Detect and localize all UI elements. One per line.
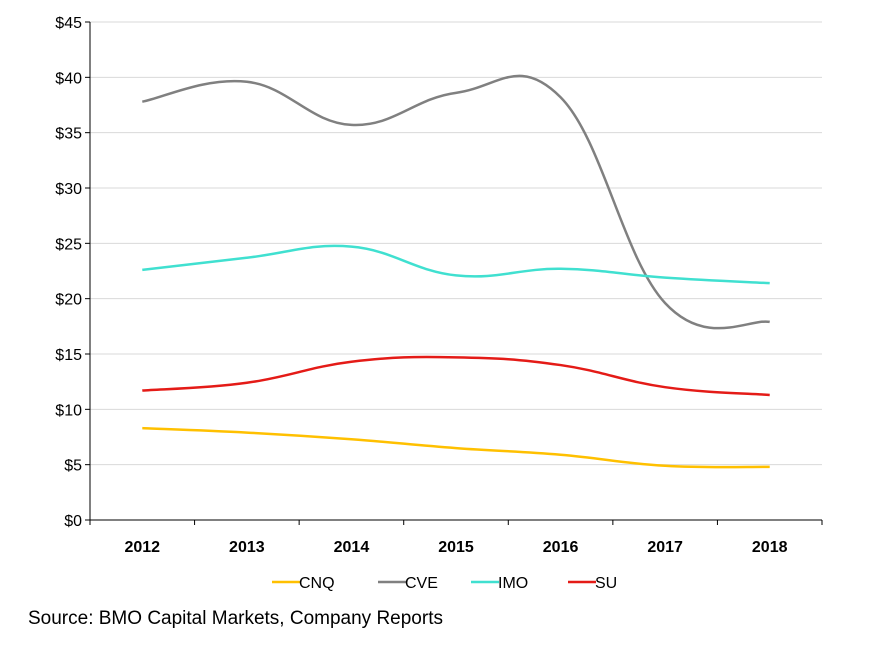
series-line-cve: [142, 74, 770, 330]
series-lines: [142, 74, 770, 469]
y-tick-label: $35: [55, 126, 82, 143]
x-tick-label: 2018: [752, 539, 788, 556]
x-axis-ticks: 2012 2013 2014 2015 2016 2017 2018: [89, 520, 823, 556]
y-tick-label: $20: [55, 292, 82, 309]
source-note: Source: BMO Capital Markets, Company Rep…: [28, 608, 443, 629]
x-tick-label: 2012: [124, 539, 160, 556]
y-tick-label: $10: [55, 402, 82, 419]
x-tick-label: 2016: [543, 539, 579, 556]
x-tick-label: 2017: [647, 539, 683, 556]
y-tick-label: $30: [55, 181, 82, 198]
y-tick-label: $0: [64, 513, 82, 530]
x-tick-label: 2014: [334, 539, 370, 556]
y-tick-label: $25: [55, 236, 82, 253]
series-line-cnq: [142, 426, 770, 469]
y-axis-ticks: $0 $5 $10 $15 $20 $25 $30 $35 $40 $45: [55, 15, 90, 530]
x-tick-label: 2013: [229, 539, 265, 556]
legend: CNQ CVE IMO SU: [272, 575, 617, 592]
legend-label-su: SU: [595, 575, 617, 592]
legend-label-cve: CVE: [405, 575, 438, 592]
line-chart: $0$5$10$15$20$25$30$35$40$45 2012 2013 201…: [55, 15, 823, 592]
axes: [89, 22, 822, 521]
legend-label-cnq: CNQ: [299, 575, 335, 592]
y-tick-label: $15: [55, 347, 82, 364]
series-line-su: [142, 355, 770, 397]
y-tick-label: $45: [55, 15, 82, 32]
legend-label-imo: IMO: [498, 575, 528, 592]
gridlines: [90, 21, 822, 466]
y-tick-label: $40: [55, 70, 82, 87]
series-line-imo: [142, 244, 770, 285]
x-tick-label: 2015: [438, 539, 474, 556]
y-tick-label: $5: [64, 458, 82, 475]
